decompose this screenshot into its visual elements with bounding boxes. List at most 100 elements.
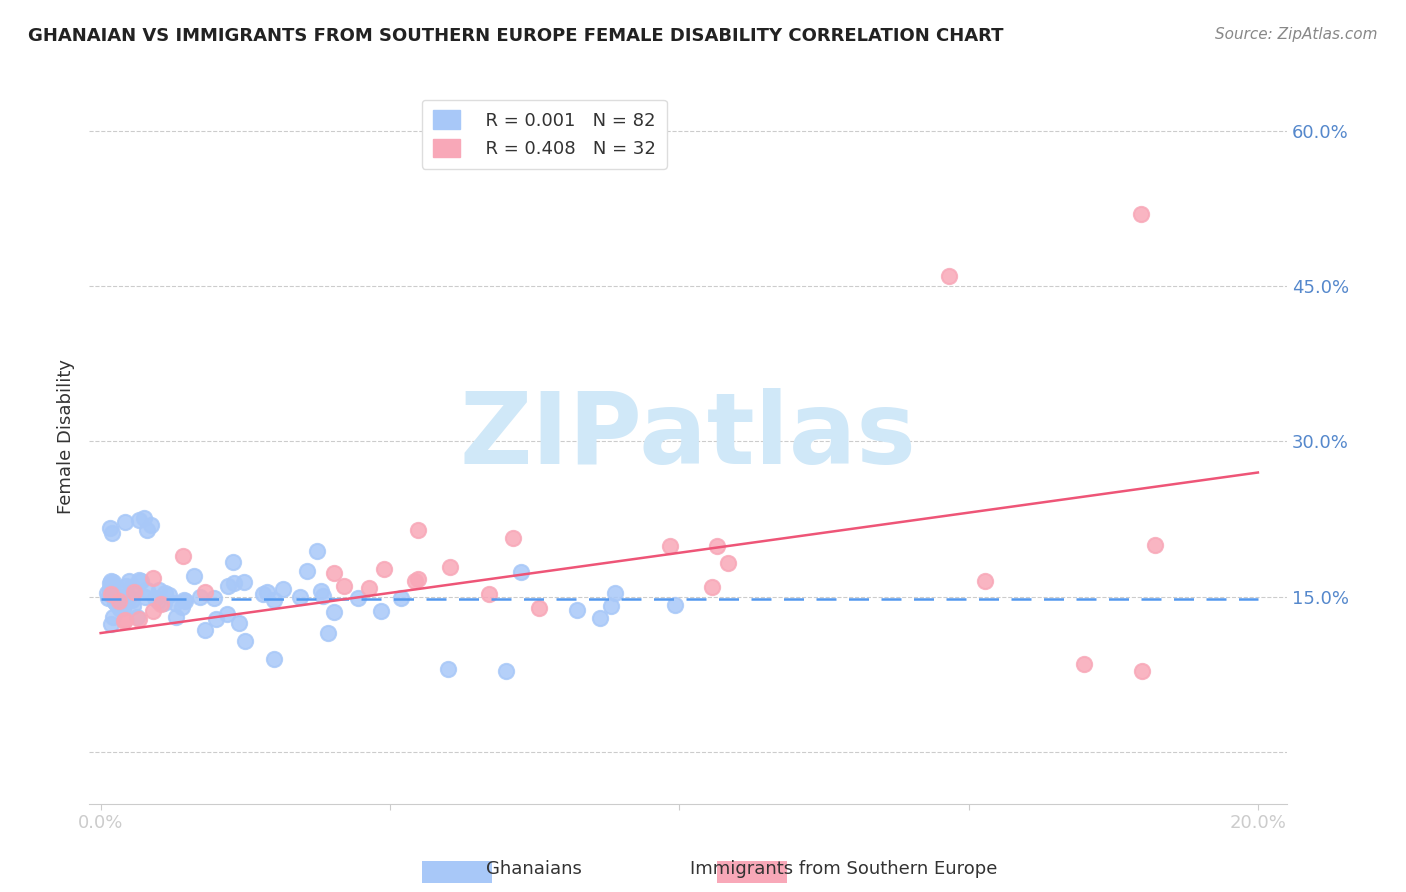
Point <box>1130 206 1153 220</box>
Point <box>316 625 339 640</box>
Point <box>103 574 125 589</box>
Text: ZIPatlas: ZIPatlas <box>460 388 917 484</box>
Point <box>134 591 156 605</box>
Point <box>938 268 960 283</box>
Point <box>194 585 217 599</box>
Point <box>110 586 132 600</box>
Point <box>108 593 131 607</box>
Point <box>100 616 122 631</box>
Point <box>96 586 118 600</box>
Point <box>347 591 370 605</box>
Point <box>100 574 122 588</box>
Point <box>439 560 461 574</box>
Text: Source: ZipAtlas.com: Source: ZipAtlas.com <box>1215 27 1378 42</box>
Point <box>217 579 239 593</box>
Point <box>125 609 148 624</box>
Point <box>478 587 501 601</box>
Point <box>136 583 159 598</box>
Point <box>114 590 136 604</box>
Point <box>104 595 127 609</box>
Point <box>706 539 728 553</box>
Point <box>263 593 285 607</box>
Point <box>305 544 328 558</box>
Point <box>502 532 524 546</box>
Point <box>404 574 426 588</box>
Point <box>107 593 129 607</box>
Point <box>288 591 311 605</box>
Point <box>312 589 335 603</box>
Point <box>118 574 141 588</box>
Text: Ghanaians: Ghanaians <box>486 860 582 878</box>
Point <box>172 549 194 564</box>
Point <box>589 611 612 625</box>
Point <box>105 589 128 603</box>
Point <box>373 562 395 576</box>
Point <box>1130 665 1153 679</box>
Point <box>112 601 135 615</box>
Point <box>142 571 165 585</box>
Point <box>129 574 152 588</box>
Point <box>128 513 150 527</box>
Point <box>111 597 134 611</box>
Point <box>527 600 550 615</box>
Legend:   R = 0.001   N = 82,   R = 0.408   N = 32: R = 0.001 N = 82, R = 0.408 N = 32 <box>422 100 666 169</box>
Point <box>1144 538 1167 552</box>
Text: GHANAIAN VS IMMIGRANTS FROM SOUTHERN EUROPE FEMALE DISABILITY CORRELATION CHART: GHANAIAN VS IMMIGRANTS FROM SOUTHERN EUR… <box>28 27 1004 45</box>
Point <box>103 589 125 603</box>
Point <box>204 611 226 625</box>
Y-axis label: Female Disability: Female Disability <box>58 359 75 514</box>
Point <box>122 585 145 599</box>
Point <box>659 539 682 553</box>
Point <box>153 596 176 610</box>
Point <box>157 588 180 602</box>
Point <box>252 586 274 600</box>
Point <box>101 610 124 624</box>
Point <box>153 586 176 600</box>
Point <box>98 521 121 535</box>
Point <box>309 584 332 599</box>
Point <box>599 599 621 613</box>
Point <box>101 525 124 540</box>
Point <box>509 565 531 579</box>
Point <box>122 599 145 613</box>
Point <box>100 587 122 601</box>
Point <box>112 614 135 628</box>
Point <box>150 597 173 611</box>
Point <box>172 600 194 615</box>
Point <box>188 591 211 605</box>
Point <box>97 591 120 605</box>
Point <box>100 582 122 596</box>
Point <box>124 583 146 598</box>
Point <box>700 580 723 594</box>
Point <box>370 604 392 618</box>
Point <box>174 594 197 608</box>
Point <box>114 515 136 529</box>
Point <box>202 591 225 606</box>
Point <box>143 591 166 606</box>
Point <box>717 556 740 570</box>
Point <box>110 602 132 616</box>
Point <box>98 582 121 596</box>
Point <box>163 595 186 609</box>
Point <box>128 573 150 587</box>
Point <box>121 593 143 607</box>
Point <box>183 568 205 582</box>
Point <box>664 598 686 612</box>
Text: Immigrants from Southern Europe: Immigrants from Southern Europe <box>690 860 997 878</box>
Point <box>104 595 127 609</box>
Point <box>233 634 256 648</box>
Point <box>357 581 380 595</box>
Point <box>263 652 285 666</box>
Point <box>165 610 187 624</box>
Point <box>110 592 132 607</box>
Point <box>117 591 139 606</box>
Point <box>142 604 165 618</box>
Point <box>194 623 217 637</box>
Point <box>221 555 243 569</box>
Point <box>105 598 128 612</box>
Point <box>437 662 460 676</box>
Point <box>323 566 346 581</box>
Point <box>148 582 170 597</box>
Point <box>297 564 319 578</box>
Point <box>128 612 150 626</box>
